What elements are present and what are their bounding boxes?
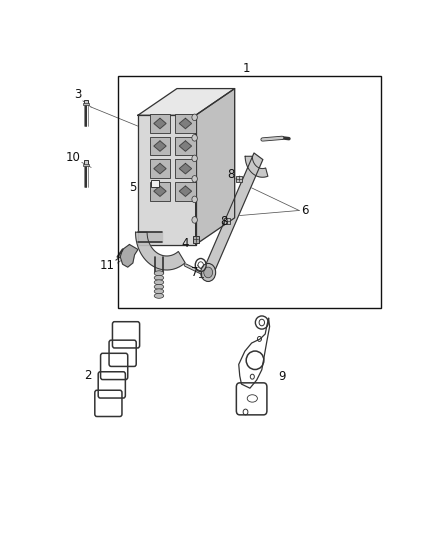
Polygon shape bbox=[179, 186, 191, 196]
Ellipse shape bbox=[154, 293, 164, 298]
Circle shape bbox=[192, 134, 197, 141]
Polygon shape bbox=[179, 141, 191, 151]
Ellipse shape bbox=[154, 289, 164, 294]
Bar bbox=[175, 182, 196, 200]
Bar bbox=[236, 175, 242, 182]
Bar bbox=[150, 182, 170, 200]
Polygon shape bbox=[179, 118, 191, 128]
Polygon shape bbox=[138, 88, 235, 115]
Polygon shape bbox=[179, 164, 191, 174]
Circle shape bbox=[192, 175, 197, 182]
Bar bbox=[150, 114, 170, 133]
Bar bbox=[83, 103, 89, 106]
Circle shape bbox=[192, 114, 197, 120]
Ellipse shape bbox=[154, 280, 164, 285]
Circle shape bbox=[201, 263, 215, 281]
Circle shape bbox=[192, 216, 197, 223]
Polygon shape bbox=[135, 232, 185, 270]
Text: 8: 8 bbox=[228, 168, 235, 181]
Text: 11: 11 bbox=[100, 260, 115, 272]
Ellipse shape bbox=[154, 284, 164, 289]
Bar bbox=[150, 136, 170, 156]
Ellipse shape bbox=[154, 271, 164, 276]
Text: 2: 2 bbox=[84, 369, 92, 382]
Circle shape bbox=[192, 155, 197, 161]
Polygon shape bbox=[138, 232, 162, 243]
Circle shape bbox=[192, 196, 197, 203]
Text: 6: 6 bbox=[301, 204, 309, 217]
Polygon shape bbox=[204, 153, 263, 276]
Bar bbox=[84, 100, 88, 104]
Polygon shape bbox=[155, 257, 163, 273]
Text: 1: 1 bbox=[243, 62, 250, 75]
Bar bbox=[152, 180, 159, 187]
Bar bbox=[224, 218, 230, 224]
Bar bbox=[150, 159, 170, 178]
Text: 7: 7 bbox=[191, 266, 198, 279]
Ellipse shape bbox=[154, 276, 164, 280]
Text: 5: 5 bbox=[129, 181, 137, 195]
Text: 8: 8 bbox=[220, 215, 227, 228]
Polygon shape bbox=[120, 245, 138, 267]
Text: 3: 3 bbox=[74, 88, 81, 101]
Polygon shape bbox=[245, 156, 268, 177]
Bar bbox=[117, 76, 381, 308]
Bar bbox=[175, 159, 196, 178]
Polygon shape bbox=[154, 118, 166, 128]
Bar bbox=[175, 136, 196, 156]
Bar bbox=[193, 236, 199, 243]
Polygon shape bbox=[138, 115, 196, 245]
Bar bbox=[83, 164, 89, 166]
Text: 4: 4 bbox=[182, 237, 189, 250]
Text: 10: 10 bbox=[66, 151, 81, 164]
Text: 9: 9 bbox=[278, 370, 285, 383]
Polygon shape bbox=[154, 141, 166, 151]
Polygon shape bbox=[154, 164, 166, 174]
Polygon shape bbox=[154, 186, 166, 196]
Bar bbox=[175, 114, 196, 133]
Polygon shape bbox=[196, 88, 235, 245]
Bar bbox=[84, 160, 88, 165]
Circle shape bbox=[204, 267, 212, 278]
